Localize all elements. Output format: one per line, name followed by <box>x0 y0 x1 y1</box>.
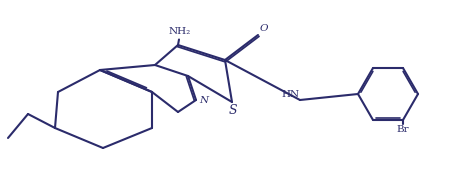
Text: HN: HN <box>281 90 300 99</box>
Text: NH₂: NH₂ <box>169 27 191 36</box>
Text: S: S <box>229 105 237 118</box>
Text: Br: Br <box>397 125 409 135</box>
Text: O: O <box>259 24 268 33</box>
Text: N: N <box>199 96 208 105</box>
